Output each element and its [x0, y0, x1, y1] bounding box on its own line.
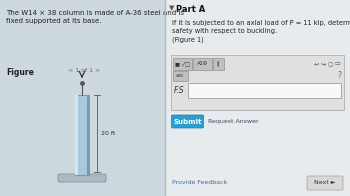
FancyBboxPatch shape — [307, 176, 343, 190]
Text: Submit: Submit — [173, 119, 202, 124]
FancyBboxPatch shape — [188, 83, 341, 97]
Text: Next ►: Next ► — [314, 181, 336, 185]
Text: AΣΦ: AΣΦ — [197, 61, 208, 66]
FancyBboxPatch shape — [75, 95, 78, 175]
FancyBboxPatch shape — [193, 57, 212, 70]
Text: The W14 × 38 column is made of A-36 steel and is
fixed supported at its base.: The W14 × 38 column is made of A-36 stee… — [6, 10, 184, 24]
FancyBboxPatch shape — [170, 55, 344, 110]
Text: ?: ? — [337, 71, 341, 80]
FancyBboxPatch shape — [213, 57, 224, 70]
Text: vec: vec — [176, 73, 185, 78]
Text: ■ √□: ■ √□ — [175, 61, 190, 66]
FancyBboxPatch shape — [58, 174, 106, 182]
Text: ↩: ↩ — [313, 61, 318, 66]
Text: ▭: ▭ — [334, 61, 340, 66]
FancyBboxPatch shape — [164, 0, 350, 196]
FancyBboxPatch shape — [0, 0, 164, 196]
Text: Request Answer: Request Answer — [209, 119, 259, 124]
Text: F.S: F.S — [174, 85, 184, 94]
Text: Part A: Part A — [175, 5, 205, 14]
FancyBboxPatch shape — [173, 71, 188, 81]
Text: < 1 of 1 >: < 1 of 1 > — [68, 68, 100, 73]
Text: 20 ft: 20 ft — [101, 131, 116, 136]
Text: ↪: ↪ — [320, 61, 326, 66]
Text: ▼: ▼ — [168, 5, 174, 11]
Text: ||: || — [217, 61, 220, 66]
Text: Provide Feedback: Provide Feedback — [173, 181, 228, 185]
FancyBboxPatch shape — [173, 57, 192, 70]
Text: If it is subjected to an axial load of P = 11 kip, determine the factor of
safet: If it is subjected to an axial load of P… — [173, 20, 350, 43]
Text: ○: ○ — [327, 61, 333, 66]
Text: Figure: Figure — [6, 68, 34, 77]
FancyBboxPatch shape — [172, 115, 203, 128]
FancyBboxPatch shape — [75, 95, 89, 175]
FancyBboxPatch shape — [87, 95, 89, 175]
